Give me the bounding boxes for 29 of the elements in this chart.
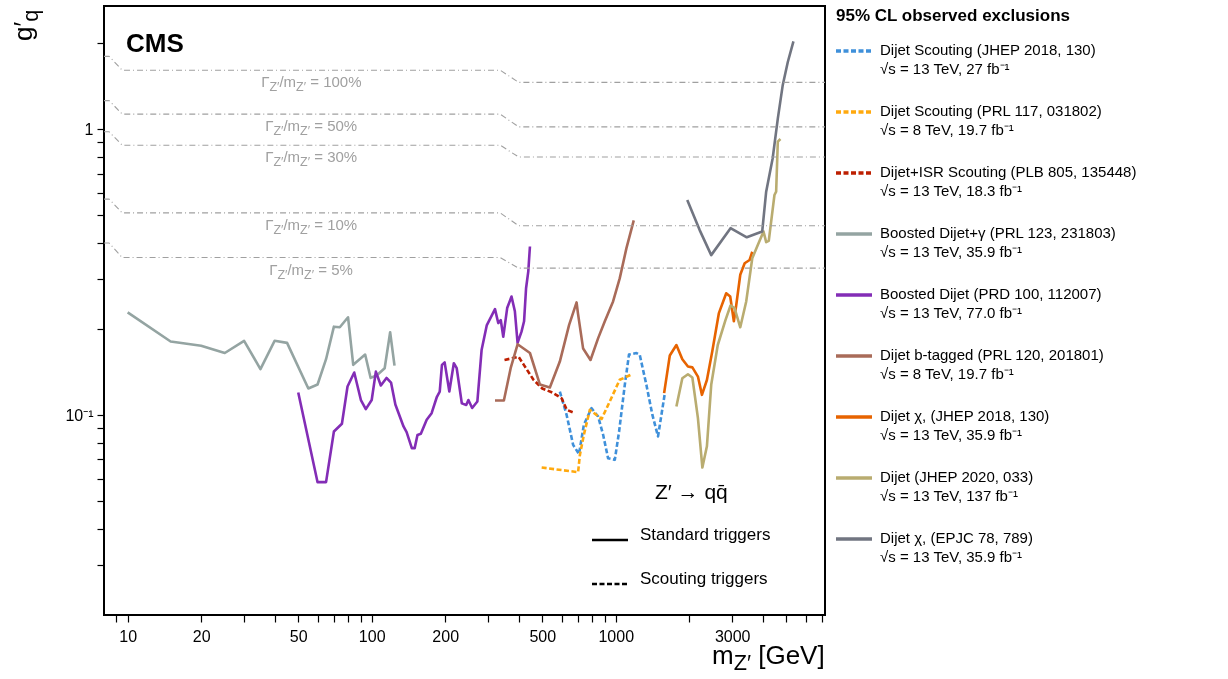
legend-label: Dijet b-tagged (PRL 120, 201801) √s = 8 TeV, 19.7 fb⁻¹ [880,345,1104,383]
x-tick-label: 100 [358,627,386,645]
x-tick-label: 10 [119,627,138,645]
y-tick-label: 1 [84,120,94,138]
legend-label: Dijet Scouting (PRL 117, 031802) √s = 8 TeV, 19.7 fb⁻¹ [880,101,1102,139]
x-tick-label: 3000 [714,627,751,645]
x-tick-label: 500 [529,627,557,645]
legend-label: Dijet Scouting (JHEP 2018, 130) √s = 13 TeV, 27 fb⁻¹ [880,40,1096,78]
legend-label: Dijet (JHEP 2020, 033) √s = 13 TeV, 137 fb⁻¹ [880,467,1034,505]
y-tick-label: 10⁻¹ [65,406,94,424]
x-tick-label: 1000 [598,627,635,645]
legend-label: Dijet χ, (JHEP 2018, 130) √s = 13 TeV, 35.9 fb⁻¹ [880,406,1050,444]
legend-label: Dijet+ISR Scouting (PLB 805, 135448) √s = 13 TeV, 18.3 fb⁻¹ [880,162,1137,200]
annotation: Scouting triggers [640,569,768,589]
legend-label: Dijet χ, (EPJC 78, 789) √s = 13 TeV, 35.9 fb⁻¹ [880,528,1033,566]
series-label: Γ$_{Z′}$/m$_{Z′}$ = 10% [265,215,358,237]
annotation: Standard triggers [640,525,771,545]
legend-title: 95% CL observed exclusions [836,6,1071,26]
legend-label: Boosted Dijet (PRD 100, 112007) √s = 13 TeV, 77.0 fb⁻¹ [880,284,1102,322]
series-label: Γ$_{Z′}$/m$_{Z′}$ = 30% [265,148,358,170]
x-tick-label: 20 [192,627,211,645]
annotation: Z′ → qq̄ [655,480,728,504]
text: CMS [126,28,184,59]
x-tick-label: 50 [289,627,308,645]
x-tick-label: 200 [432,627,460,645]
series-label: Γ$_{Z′}$/m$_{Z′}$ = 5% [269,260,353,282]
series-label: Γ$_{Z′}$/m$_{Z′}$ = 100% [261,73,362,95]
legend-label: Boosted Dijet+γ (PRL 123, 231803) √s = 13 TeV, 35.9 fb⁻¹ [880,223,1116,261]
series-label: Γ$_{Z′}$/m$_{Z′}$ = 50% [265,117,358,139]
